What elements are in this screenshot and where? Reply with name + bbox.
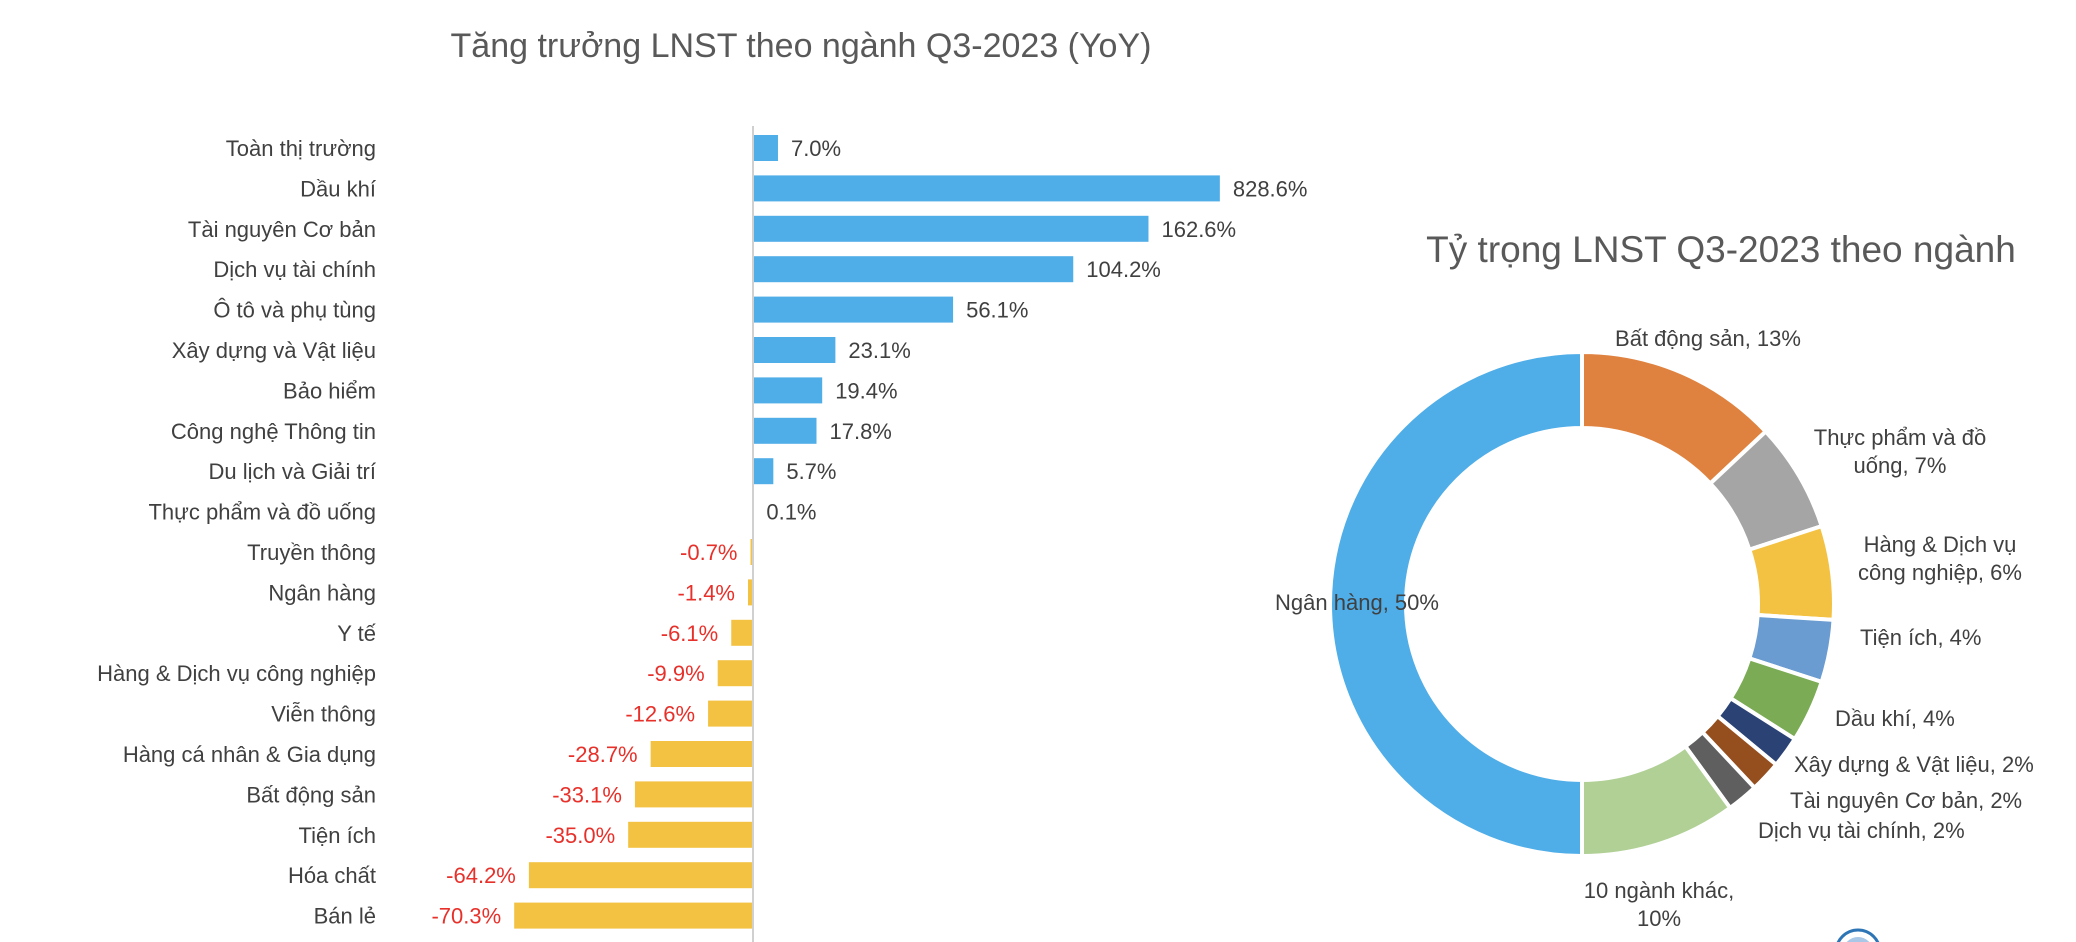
category-label: Viễn thông <box>271 702 376 727</box>
slice-label: công nghiệp, 6% <box>1858 560 2022 585</box>
bar <box>750 539 753 565</box>
value-label: 19.4% <box>835 378 897 403</box>
category-label: Ngân hàng <box>268 580 376 605</box>
category-label: Bất động sản <box>246 782 376 807</box>
slice-label: Tài nguyên Cơ bản, 2% <box>1790 788 2022 813</box>
bar <box>748 579 753 606</box>
value-label: -28.7% <box>568 742 638 767</box>
category-label: Dịch vụ tài chính <box>213 257 376 282</box>
value-label: -64.2% <box>446 863 516 888</box>
category-label: Truyền thông <box>247 540 376 565</box>
category-label: Y tế <box>337 621 376 646</box>
value-label: -9.9% <box>647 661 704 686</box>
value-label: 828.6% <box>1233 176 1308 201</box>
bar <box>731 619 753 646</box>
bar-chart-title: Tăng trưởng LNST theo ngành Q3-2023 (YoY… <box>451 27 1152 65</box>
category-label: Hàng cá nhân & Gia dụng <box>123 742 376 767</box>
value-label: -1.4% <box>678 580 735 605</box>
bar <box>753 135 778 161</box>
slice-label: Hàng & Dịch vụ <box>1864 532 2017 557</box>
donut-chart-title: Tỷ trọng LNST Q3-2023 theo ngành <box>1426 229 2016 270</box>
slice-label: 10% <box>1637 906 1681 931</box>
slice-label: Dầu khí, 4% <box>1835 706 1955 731</box>
bar <box>717 660 753 687</box>
value-label: 0.1% <box>766 500 816 525</box>
slice-label: Ngân hàng, 50% <box>1275 590 1439 615</box>
value-label: 7.0% <box>791 136 841 161</box>
value-label: -33.1% <box>552 782 622 807</box>
slice-label: 10 ngành khác, <box>1584 878 1734 903</box>
value-label: 104.2% <box>1086 257 1161 282</box>
value-label: 17.8% <box>829 419 891 444</box>
category-label: Xây dựng và Vật liệu <box>172 338 376 363</box>
category-label: Hóa chất <box>288 863 376 888</box>
bar <box>650 741 753 767</box>
value-label: -70.3% <box>431 904 501 929</box>
bar <box>753 256 1074 283</box>
slice-label: Thực phẩm và đồ <box>1814 425 1986 450</box>
category-label: Bán lẻ <box>314 904 376 929</box>
value-label: 23.1% <box>848 338 910 363</box>
category-label: Hàng & Dịch vụ công nghiệp <box>97 661 376 686</box>
category-label: Công nghệ Thông tin <box>171 419 376 444</box>
value-label: -35.0% <box>545 823 615 848</box>
bar <box>528 862 753 889</box>
bar <box>628 821 753 848</box>
bar <box>753 215 1149 242</box>
slice-label: Xây dựng & Vật liệu, 2% <box>1794 752 2034 777</box>
category-label: Bảo hiểm <box>283 378 376 403</box>
value-label: -6.1% <box>661 621 718 646</box>
donut-chart: Bất động sản, 13% Thực phẩm và đồ uống, 7%… <box>1275 326 2034 931</box>
category-label: Dầu khí <box>300 176 376 201</box>
value-label: 5.7% <box>786 459 836 484</box>
bar <box>753 458 774 485</box>
value-label: -12.6% <box>625 702 695 727</box>
value-label: -0.7% <box>680 540 737 565</box>
bar <box>753 377 823 404</box>
logo-icon <box>1836 928 1880 942</box>
bar-chart: Toàn thị trường 7.0% Dầu khí 828.6% Tài nguy… <box>97 126 1307 942</box>
slice-label: Tiện ích, 4% <box>1860 625 1981 650</box>
value-label: 56.1% <box>966 298 1028 323</box>
bar <box>753 417 817 444</box>
slice-label: Bất động sản, 13% <box>1615 326 1801 351</box>
bar <box>514 902 753 929</box>
category-label: Toàn thị trường <box>226 136 376 161</box>
bar <box>753 337 836 363</box>
bar <box>753 296 954 323</box>
category-label: Tài nguyên Cơ bản <box>188 217 376 242</box>
category-label: Tiện ích <box>299 823 376 848</box>
category-label: Ô tô và phụ tùng <box>213 298 376 323</box>
slice-label: Dịch vụ tài chính, 2% <box>1758 818 1965 843</box>
value-label: 162.6% <box>1161 217 1236 242</box>
bar <box>634 781 753 808</box>
bar <box>708 700 753 727</box>
donut-slice <box>1328 349 1584 859</box>
category-label: Du lịch và Giải trí <box>209 459 377 484</box>
category-label: Thực phẩm và đồ uống <box>148 500 376 525</box>
bar <box>753 175 1220 202</box>
slice-label: uống, 7% <box>1854 453 1947 478</box>
